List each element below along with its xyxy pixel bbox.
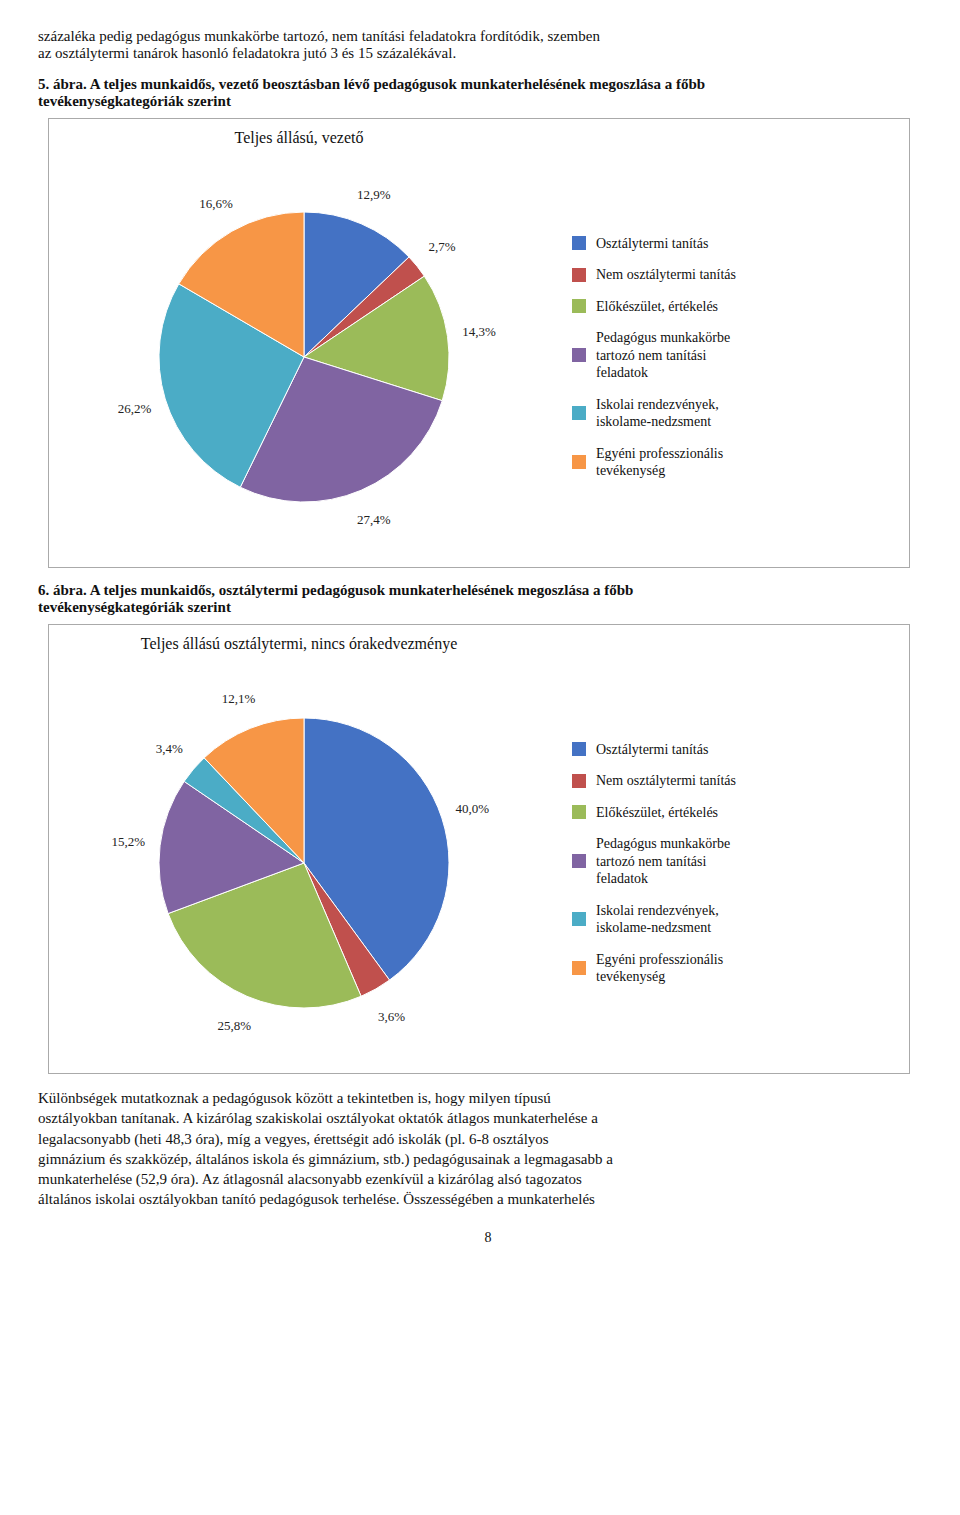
- svg-text:26,2%: 26,2%: [118, 401, 152, 416]
- svg-text:16,6%: 16,6%: [199, 196, 233, 211]
- html-text:Előkészület, értékelés: Előkészület, értékelés: [596, 804, 719, 820]
- html-text:Egyéni professzionális tevéken: Egyéni professzionális tevékenység: [596, 445, 724, 478]
- svg-text:25,8%: 25,8%: [218, 1018, 252, 1033]
- html-text:Nem osztálytermi tanítás: Nem osztálytermi tanítás: [596, 773, 736, 788]
- svg-text:3,6%: 3,6%: [378, 1009, 405, 1024]
- html-text:Pedagógus munkakörbe tartozó n: Pedagógus munkakörbe tartozó nem tanítás…: [596, 330, 731, 380]
- svg-text:27,4%: 27,4%: [357, 512, 391, 527]
- html-text:Egyéni professzionális tevéken: Egyéni professzionális tevékenység: [596, 951, 724, 984]
- svg-text:15,2%: 15,2%: [112, 834, 146, 849]
- svg-text:2,7%: 2,7%: [428, 239, 455, 254]
- html-text:Osztálytermi tanítás: Osztálytermi tanítás: [596, 741, 709, 757]
- svg-text:12,9%: 12,9%: [357, 187, 391, 202]
- html-text:Iskolai rendezvények, iskolame: Iskolai rendezvények, iskolame-nedzsment: [596, 396, 719, 429]
- html-text:5. ábra. A teljes munkaidős, v: 5. ábra. A teljes munkaidős, vezető beos…: [38, 76, 706, 109]
- svg-text:3,4%: 3,4%: [156, 741, 183, 756]
- html-text:Osztálytermi tanítás: Osztálytermi tanítás: [596, 235, 709, 251]
- html-text:Iskolai rendezvények, iskolame: Iskolai rendezvények, iskolame-nedzsment: [596, 902, 719, 935]
- html-text:Pedagógus munkakörbe tartozó n: Pedagógus munkakörbe tartozó nem tanítás…: [596, 836, 731, 886]
- svg-text:12,1%: 12,1%: [222, 691, 256, 706]
- html-text:8: 8: [484, 1229, 492, 1245]
- html-text:Nem osztálytermi tanítás: Nem osztálytermi tanítás: [596, 267, 736, 282]
- svg-text:14,3%: 14,3%: [462, 324, 496, 339]
- html-text:százaléka pedig pedagógus munk: százaléka pedig pedagógus munkakörbe tar…: [38, 28, 600, 61]
- svg-text:40,0%: 40,0%: [455, 801, 489, 816]
- html-text:Teljes állású osztálytermi, ni: Teljes állású osztálytermi, nincs óraked…: [140, 635, 458, 652]
- html-text:Különbségek mutatkoznak a peda: Különbségek mutatkoznak a pedagógusok kö…: [38, 1090, 613, 1208]
- html-text:6. ábra. A teljes munkaidős, o: 6. ábra. A teljes munkaidős, osztályterm…: [38, 582, 634, 615]
- html-text:Teljes állású, vezető: Teljes állású, vezető: [234, 129, 364, 146]
- html-text:Előkészület, értékelés: Előkészület, értékelés: [596, 298, 719, 314]
